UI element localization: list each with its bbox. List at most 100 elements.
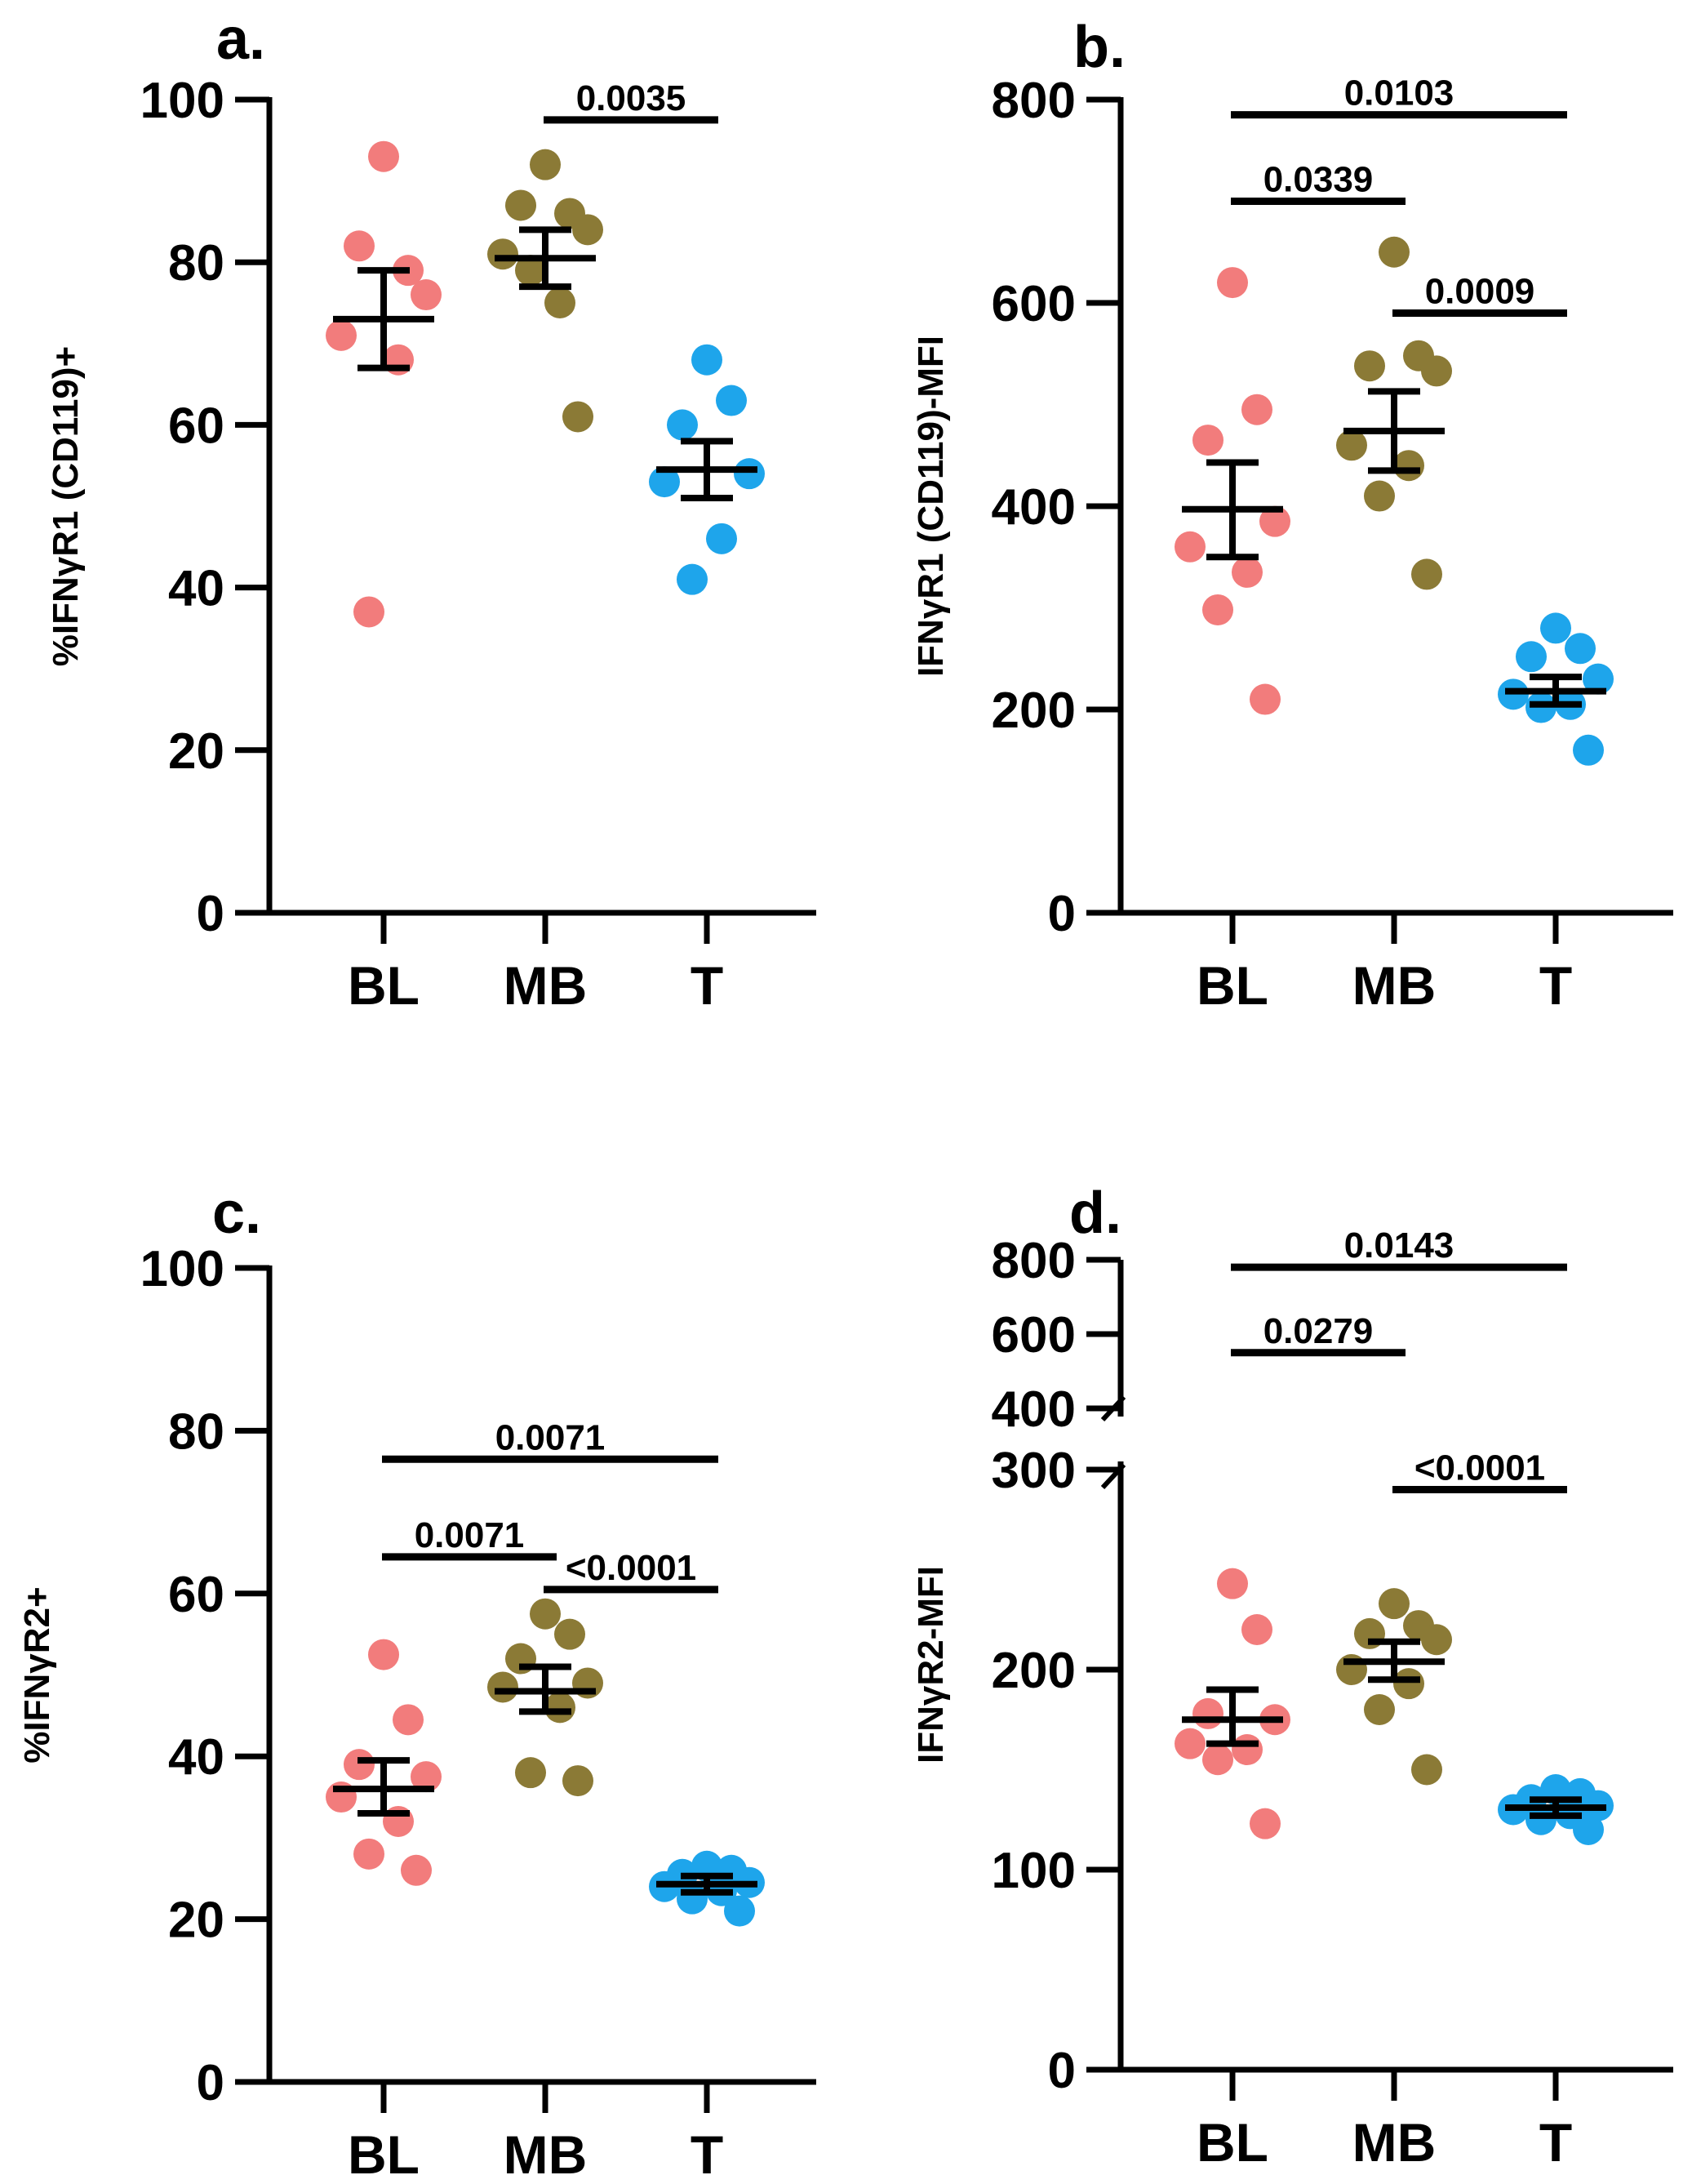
y-tick-label: 400 (992, 479, 1076, 536)
data-point-T (1573, 1814, 1604, 1845)
x-tick-label: BL (1197, 2112, 1268, 2173)
data-point-MB (544, 287, 575, 318)
data-point-T (1516, 641, 1547, 673)
p-value-label: 0.0071 (415, 1515, 525, 1555)
data-point-T (706, 523, 737, 554)
data-point-BL (401, 1854, 432, 1886)
data-point-BL (1175, 531, 1206, 563)
data-point-BL (326, 319, 357, 351)
data-point-MB (562, 1765, 593, 1797)
x-tick-label: T (1539, 955, 1572, 1016)
data-point-BL (353, 596, 384, 628)
y-axis-label: %IFNγR2+ (17, 1586, 57, 1763)
data-point-BL (1241, 1614, 1272, 1645)
data-point-T (649, 466, 680, 498)
data-point-T (716, 385, 747, 416)
y-tick-label: 20 (168, 1893, 224, 1949)
x-tick-label: MB (1352, 2112, 1437, 2173)
data-point-BL (344, 230, 375, 262)
data-point-BL (1217, 267, 1248, 299)
x-tick-label: T (691, 2124, 723, 2184)
y-tick-label: 40 (168, 1729, 224, 1786)
y-tick-label: 800 (992, 1233, 1076, 1289)
data-point-BL (1232, 556, 1263, 588)
p-value-label: 0.0103 (1344, 73, 1454, 113)
data-point-T (1525, 1804, 1557, 1835)
data-point-MB (1393, 450, 1424, 482)
x-tick-label: T (691, 955, 723, 1016)
data-point-MB (1354, 350, 1385, 382)
data-point-MB (530, 149, 561, 180)
data-point-BL (1250, 683, 1281, 715)
p-value-label: 0.0143 (1344, 1225, 1454, 1265)
data-point-MB (544, 1692, 575, 1724)
p-value-label: 0.0279 (1263, 1311, 1374, 1351)
y-tick-label: 80 (168, 1403, 224, 1460)
y-tick-label: 200 (992, 1643, 1076, 1699)
x-tick-label: BL (348, 955, 420, 1016)
y-tick-label: 0 (197, 2055, 224, 2111)
data-point-BL (393, 1704, 424, 1736)
panel-label: a. (216, 7, 265, 72)
data-point-BL (411, 1761, 442, 1793)
y-tick-label: 400 (992, 1381, 1076, 1438)
y-axis-label: IFNγR2-MFI (911, 1566, 951, 1764)
data-point-MB (1421, 355, 1452, 387)
y-tick-label: 300 (992, 1443, 1076, 1499)
data-point-MB (487, 238, 518, 270)
data-point-BL (344, 1749, 375, 1781)
y-tick-label: 0 (197, 886, 224, 942)
data-point-T (677, 1883, 708, 1915)
panel-label: d. (1069, 1181, 1121, 1246)
data-point-BL (1217, 1568, 1248, 1599)
x-tick-label: MB (1352, 955, 1437, 1016)
p-value-label: 0.0035 (576, 78, 686, 118)
data-point-MB (1411, 558, 1442, 590)
x-tick-label: MB (504, 955, 588, 1016)
p-value-label: <0.0001 (566, 1548, 696, 1588)
p-value-label: <0.0001 (1414, 1448, 1545, 1488)
p-value-label: 0.0009 (1425, 271, 1535, 311)
data-point-T (1573, 734, 1604, 766)
data-point-T (1540, 612, 1571, 644)
data-point-MB (1421, 1624, 1452, 1656)
data-point-MB (515, 255, 546, 287)
y-tick-label: 200 (992, 683, 1076, 739)
p-value-label: 0.0339 (1263, 160, 1374, 200)
data-point-BL (353, 1838, 384, 1870)
y-tick-label: 60 (168, 1567, 224, 1623)
data-point-MB (562, 401, 593, 433)
y-tick-label: 0 (1048, 886, 1076, 942)
data-point-BL (1202, 594, 1233, 625)
y-axis-label: IFNγR1 (CD119)-MFI (911, 336, 951, 677)
panel-b: b. IFNγR1 (CD119)-MFI 0 200 400 600 800 BL MB T 0.… (911, 15, 1673, 1016)
panel-label: b. (1073, 15, 1126, 80)
data-point-MB (1364, 1694, 1395, 1725)
x-tick-label: MB (504, 2124, 588, 2184)
data-point-BL (368, 140, 399, 172)
x-tick-label: BL (1197, 955, 1268, 1016)
data-point-MB (1411, 1754, 1442, 1786)
y-tick-label: 100 (140, 1241, 224, 1297)
data-point-BL (1250, 1808, 1281, 1839)
data-point-MB (1336, 429, 1367, 461)
y-tick-label: 40 (168, 561, 224, 617)
data-point-MB (1393, 1668, 1424, 1700)
data-point-BL (1202, 1744, 1233, 1776)
data-point-MB (1379, 236, 1410, 268)
data-point-BL (1241, 394, 1272, 425)
panel-c: c. %IFNγR2+ 0 20 40 60 80 100 BL MB T 0.0071 0.0071 <… (17, 1181, 816, 2184)
data-point-MB (1364, 480, 1395, 512)
data-point-MB (505, 189, 536, 221)
data-point-T (667, 409, 698, 441)
x-tick-label: BL (348, 2124, 420, 2184)
data-point-T (724, 1895, 755, 1927)
data-point-BL (1192, 425, 1223, 456)
p-value-label: 0.0071 (495, 1417, 606, 1457)
data-point-BL (1259, 505, 1290, 537)
y-tick-label: 800 (992, 73, 1076, 129)
data-point-BL (368, 1639, 399, 1670)
data-point-MB (530, 1598, 561, 1630)
